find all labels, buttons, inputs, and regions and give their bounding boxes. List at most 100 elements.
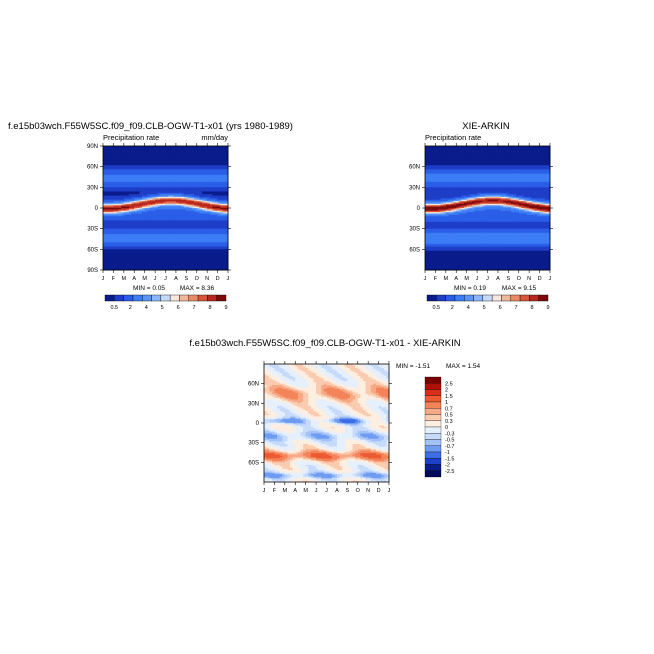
heatmap-cell <box>199 216 203 219</box>
heatmap-cell <box>186 187 190 190</box>
heatmap-cell <box>175 256 179 258</box>
heatmap-cell <box>217 241 221 243</box>
heatmap-cell <box>165 265 169 268</box>
heatmap-cell <box>191 217 195 220</box>
heatmap-cell <box>513 151 517 154</box>
heatmap-cell <box>142 168 146 170</box>
heatmap-cell <box>225 238 229 241</box>
heatmap-cell <box>144 151 148 154</box>
heatmap-cell <box>183 260 187 263</box>
heatmap-cell <box>121 194 125 196</box>
heatmap-cell <box>220 261 224 264</box>
heatmap-cell <box>222 265 226 268</box>
heatmap-cell <box>220 151 224 154</box>
heatmap-cell <box>222 257 226 260</box>
heatmap-cell <box>123 180 127 183</box>
heatmap-cell <box>134 213 138 216</box>
heatmap-cell <box>152 179 156 181</box>
heatmap-cell <box>178 181 182 184</box>
heatmap-cell <box>173 256 177 258</box>
heatmap-cell <box>175 146 179 148</box>
heatmap-cell <box>220 176 224 179</box>
heatmap-cell <box>155 179 159 181</box>
heatmap-cell <box>188 179 192 181</box>
heatmap-cell <box>134 209 138 212</box>
heatmap-cell <box>497 151 501 154</box>
heatmap-cell <box>113 224 117 227</box>
heatmap-cell <box>139 231 143 234</box>
heatmap-cell <box>155 224 159 227</box>
heatmap-cell <box>118 206 122 209</box>
heatmap-cell <box>217 268 221 271</box>
heatmap-cell <box>134 230 138 232</box>
heatmap-cell <box>126 221 130 224</box>
heatmap-cell <box>194 256 198 258</box>
heatmap-cell <box>196 166 200 169</box>
heatmap-cell <box>162 183 166 185</box>
heatmap-cell <box>464 157 468 159</box>
heatmap-cell <box>173 208 177 210</box>
heatmap-cell <box>188 260 192 263</box>
heatmap-cell <box>181 257 185 260</box>
heatmap-cell <box>214 223 218 225</box>
heatmap-cell <box>108 199 112 202</box>
heatmap-cell <box>469 157 473 159</box>
heatmap-cell <box>201 238 205 241</box>
heatmap-cell <box>181 213 185 216</box>
heatmap-cell <box>487 148 491 151</box>
heatmap-cell <box>212 234 216 236</box>
heatmap-cell <box>123 220 127 223</box>
heatmap-cell <box>116 228 120 231</box>
heatmap-cell <box>121 183 125 185</box>
heatmap-cell <box>204 150 208 152</box>
heatmap-cell <box>225 214 229 217</box>
heatmap-cell <box>448 161 452 163</box>
heatmap-cell <box>209 256 213 258</box>
heatmap-cell <box>175 194 179 196</box>
heatmap-cell <box>123 152 127 155</box>
heatmap-cell <box>155 267 159 270</box>
heatmap-cell <box>214 205 218 208</box>
heatmap-cell <box>105 158 109 161</box>
heatmap-cell <box>142 155 146 158</box>
heatmap-cell <box>194 223 198 225</box>
heatmap-cell <box>212 152 216 155</box>
heatmap-cell <box>186 148 190 151</box>
heatmap-cell <box>139 180 143 183</box>
heatmap-cell <box>204 173 208 176</box>
heatmap-cell <box>136 257 140 260</box>
heatmap-cell <box>165 209 169 212</box>
heatmap-cell <box>136 239 140 242</box>
heatmap-cell <box>126 208 130 210</box>
heatmap-cell <box>495 150 499 152</box>
heatmap-cell <box>191 162 195 165</box>
heatmap-cell <box>129 154 133 157</box>
heatmap-cell <box>165 170 169 173</box>
heatmap-cell <box>108 210 112 213</box>
heatmap-cell <box>142 250 146 253</box>
heatmap-cell <box>134 231 138 234</box>
heatmap-cell <box>214 263 218 265</box>
heatmap-cell <box>201 163 205 166</box>
heatmap-cell <box>105 190 109 192</box>
heatmap-cell <box>217 170 221 173</box>
heatmap-cell <box>529 151 533 154</box>
heatmap-cell <box>547 161 551 163</box>
heatmap-cell <box>526 161 530 163</box>
heatmap-cell <box>129 146 133 148</box>
heatmap-cell <box>196 239 200 242</box>
heatmap-cell <box>510 150 514 152</box>
heatmap-cell <box>157 192 161 195</box>
heatmap-cell <box>513 146 517 148</box>
heatmap-cell <box>110 161 114 163</box>
heatmap-cell <box>186 220 190 223</box>
heatmap-cell <box>199 231 203 234</box>
heatmap-cell <box>121 228 125 231</box>
heatmap-cell <box>105 196 109 199</box>
heatmap-cell <box>118 242 122 245</box>
heatmap-cell <box>542 161 546 163</box>
heatmap-cell <box>110 235 114 238</box>
heatmap-cell <box>142 180 146 183</box>
heatmap-cell <box>170 176 174 179</box>
heatmap-cell <box>196 210 200 213</box>
